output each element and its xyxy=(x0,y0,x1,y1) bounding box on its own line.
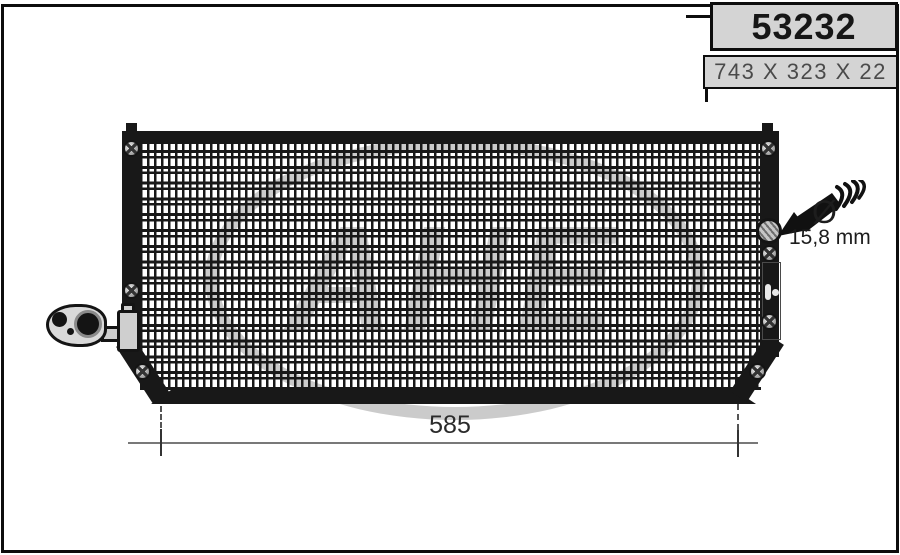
condenser-right-side-bar xyxy=(760,131,779,357)
extension-line-right xyxy=(737,404,739,430)
frame-leader-line-vertical xyxy=(705,87,708,102)
screw-icon xyxy=(122,281,140,299)
right-bracket-plate xyxy=(762,262,781,340)
screw-icon xyxy=(122,139,140,157)
screw-icon xyxy=(760,244,778,262)
pipe-connector-body xyxy=(117,310,140,352)
screw-icon xyxy=(760,312,778,330)
right-bracket-hole xyxy=(772,289,779,296)
frame-leader-line-horizontal xyxy=(686,15,712,18)
flange-bolt-hole xyxy=(52,312,67,327)
screw-icon xyxy=(133,362,151,380)
callout-arrow-icon xyxy=(778,180,866,236)
dimension-tick-left xyxy=(160,429,162,456)
top-mounting-tab-right xyxy=(762,123,773,133)
size-label: 743 X 323 X 22 xyxy=(714,59,887,84)
right-bracket-slot xyxy=(765,284,771,300)
condenser-bottom-tank xyxy=(151,390,756,404)
width-dimension-label: 585 xyxy=(429,411,471,439)
dimension-tick-right xyxy=(737,430,739,457)
flange-port-hole xyxy=(74,310,102,338)
picture-frame-border xyxy=(1,4,899,553)
condenser-fin-grid xyxy=(140,143,761,390)
size-box: 743 X 323 X 22 xyxy=(703,55,898,89)
diameter-symbol: Ø xyxy=(812,194,837,230)
port-diameter-label: 15,8 mm xyxy=(789,226,871,249)
part-number: 53232 xyxy=(751,5,857,47)
refrigerant-port-icon xyxy=(756,218,782,244)
extension-line-left xyxy=(160,406,162,428)
dimension-line xyxy=(128,442,758,444)
top-mounting-tab-left xyxy=(126,123,137,133)
condenser-top-tank xyxy=(122,131,779,144)
screw-icon xyxy=(759,139,777,157)
flange-pin-hole xyxy=(67,328,74,335)
part-number-box: 53232 xyxy=(710,2,898,51)
screw-icon xyxy=(748,362,766,380)
